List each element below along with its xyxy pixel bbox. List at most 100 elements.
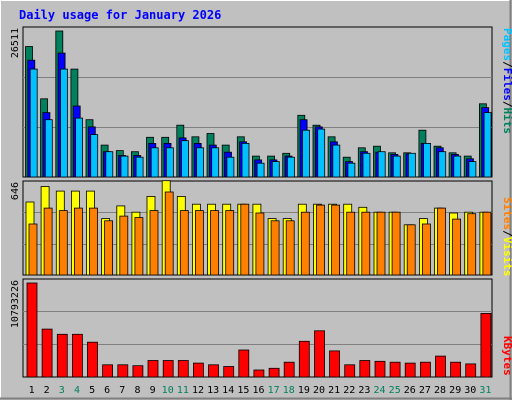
bar-kbytes-day-7 [117, 364, 129, 378]
bar-pages-day-1 [29, 68, 38, 178]
bar-kbytes-day-16 [253, 369, 265, 378]
bar-pages-day-17 [271, 161, 280, 178]
bar-kbytes-day-4 [72, 333, 83, 378]
bar-pages-day-14 [226, 156, 235, 178]
bar-kbytes-day-2 [41, 328, 53, 378]
bar-kbytes-day-15 [238, 349, 250, 378]
legend-entry: Visits [501, 237, 512, 277]
bar-sites-day-30 [467, 213, 477, 276]
day-label-6: 6 [104, 385, 110, 396]
middle-ymax-label: 646 [10, 182, 21, 200]
legend-entry: KBytes [501, 336, 512, 376]
bar-pages-day-9 [150, 147, 159, 178]
day-label-21: 21 [328, 385, 340, 396]
bar-pages-day-10 [165, 147, 174, 178]
bar-pages-day-21 [332, 144, 341, 178]
bar-kbytes-day-20 [314, 330, 325, 378]
day-label-29: 29 [449, 385, 461, 396]
day-label-30: 30 [464, 385, 476, 396]
bar-sites-day-21 [331, 204, 341, 276]
bar-kbytes-day-21 [329, 350, 341, 378]
bar-sites-day-4 [74, 207, 83, 276]
bar-sites-day-16 [255, 212, 265, 276]
bar-sites-day-24 [376, 211, 386, 276]
bar-pages-day-15 [241, 142, 250, 178]
bottom-legend: KBytes [501, 336, 512, 376]
day-label-11: 11 [177, 385, 189, 396]
bar-pages-day-6 [105, 151, 114, 178]
bar-pages-day-18 [286, 156, 295, 178]
legend-entry: Files [501, 68, 512, 101]
day-label-15: 15 [237, 385, 249, 396]
bar-kbytes-day-24 [374, 360, 386, 378]
bar-kbytes-day-25 [389, 361, 401, 378]
bar-sites-day-29 [452, 218, 462, 276]
panel-middle-bars [25, 180, 492, 276]
bar-sites-day-3 [58, 210, 68, 276]
bar-pages-day-7 [120, 155, 129, 178]
panel-top-grid [23, 77, 492, 128]
bar-sites-day-20 [316, 204, 325, 276]
bar-kbytes-day-23 [359, 360, 371, 378]
bar-sites-day-13 [210, 210, 219, 276]
bar-pages-day-30 [468, 161, 477, 178]
bar-sites-day-11 [179, 210, 189, 276]
bar-sites-day-22 [346, 211, 356, 276]
day-label-12: 12 [192, 385, 204, 396]
legend-entry: / [501, 230, 512, 237]
bar-pages-day-19 [302, 129, 310, 178]
panel-top-bars [25, 30, 492, 178]
legend-entry: / [501, 61, 512, 68]
bar-kbytes-day-17 [268, 367, 280, 378]
bar-pages-day-28 [438, 151, 447, 178]
bar-pages-day-20 [317, 128, 326, 178]
bar-sites-day-17 [270, 220, 280, 276]
day-label-5: 5 [89, 385, 95, 396]
day-label-3: 3 [59, 385, 65, 396]
day-label-20: 20 [313, 385, 325, 396]
bar-kbytes-day-28 [435, 355, 446, 378]
bar-pages-day-5 [90, 134, 99, 178]
bar-sites-day-26 [406, 224, 416, 276]
day-label-16: 16 [252, 385, 264, 396]
bar-kbytes-day-22 [344, 364, 356, 378]
bar-kbytes-day-11 [177, 360, 189, 378]
day-label-10: 10 [162, 385, 174, 396]
bar-pages-day-11 [181, 140, 189, 178]
top-ymax-label: 26511 [10, 28, 21, 58]
bar-pages-day-12 [196, 147, 205, 178]
day-label-2: 2 [44, 385, 50, 396]
bar-sites-day-27 [421, 223, 431, 276]
day-label-9: 9 [150, 385, 156, 396]
day-label-18: 18 [283, 385, 295, 396]
bar-pages-day-2 [44, 119, 53, 178]
bar-pages-day-3 [60, 68, 68, 178]
bar-pages-day-13 [211, 147, 220, 178]
bar-kbytes-day-29 [450, 361, 462, 378]
day-label-13: 13 [207, 385, 219, 396]
bar-kbytes-day-6 [102, 364, 113, 378]
bar-pages-day-24 [377, 151, 386, 178]
day-label-14: 14 [222, 385, 234, 396]
bar-kbytes-day-27 [419, 361, 431, 378]
legend-entry: Pages [501, 28, 512, 61]
day-label-8: 8 [134, 385, 140, 396]
panel-bottom-bars [26, 282, 492, 378]
bar-sites-day-12 [194, 210, 204, 276]
bar-pages-day-27 [423, 142, 432, 178]
bar-kbytes-day-14 [223, 366, 235, 378]
day-label-24: 24 [373, 385, 385, 396]
panel-bottom [22, 278, 493, 378]
bar-kbytes-day-18 [283, 361, 295, 378]
panel-top [22, 26, 493, 178]
bar-kbytes-day-13 [208, 364, 219, 378]
bar-sites-day-7 [119, 215, 129, 276]
day-label-19: 19 [298, 385, 310, 396]
bar-sites-day-28 [437, 207, 446, 276]
day-labels: 1 2 3 4 5 6 7 8 9 10 11 12 13 14 15 16 17 18 19 20 21 22 23 24 2… [29, 385, 492, 396]
bar-pages-day-25 [392, 155, 401, 178]
day-label-23: 23 [358, 385, 370, 396]
panel-middle [22, 180, 493, 276]
bar-pages-day-26 [407, 152, 416, 178]
